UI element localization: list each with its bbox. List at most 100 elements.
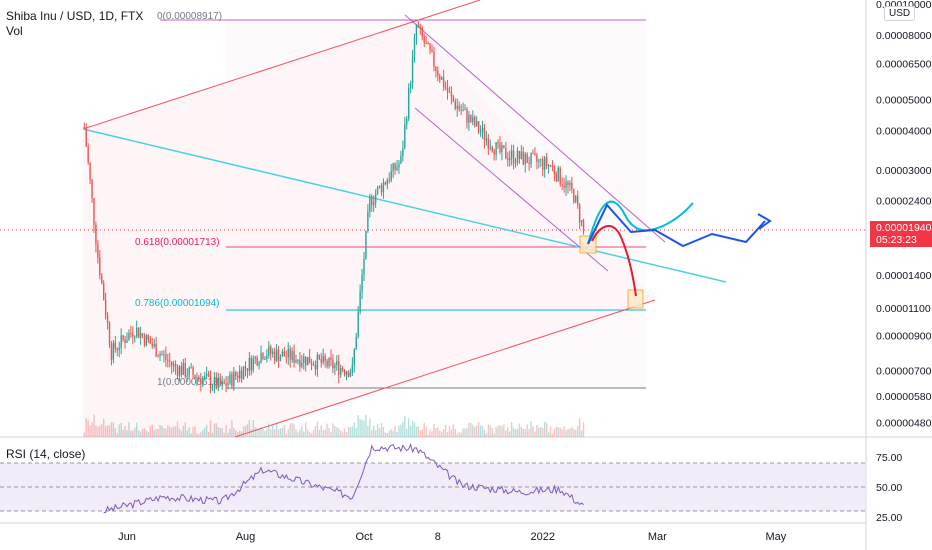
price-tick-label: 0.00010000 <box>876 0 932 11</box>
time-axis: Jun Aug Oct 8 2022 Mar May <box>118 531 787 543</box>
candle-body <box>477 121 480 132</box>
candle-body <box>407 87 410 119</box>
volume-bar <box>297 432 299 437</box>
volume-bar <box>470 422 472 437</box>
candle-body <box>423 36 425 44</box>
candle-body <box>101 275 103 284</box>
candle-body <box>114 342 117 350</box>
volume-bar <box>139 431 142 437</box>
candle-body <box>219 377 221 386</box>
candle-body <box>326 360 328 367</box>
volume-bar <box>458 431 460 437</box>
volume-bar <box>178 429 181 437</box>
volume-bar <box>110 422 113 437</box>
volume-bar <box>221 428 223 437</box>
volume-bar <box>227 432 229 437</box>
volume-bar <box>244 425 247 437</box>
volume-bar <box>448 426 451 437</box>
candle-body <box>176 367 179 376</box>
volume-bar <box>435 428 437 437</box>
volume-bar <box>330 431 332 437</box>
candle-body <box>501 145 503 153</box>
candle-body <box>118 347 120 351</box>
volume-bar <box>112 422 115 437</box>
volume-bar <box>481 425 484 437</box>
candle-body <box>221 381 223 386</box>
candle-body <box>163 354 165 356</box>
candle-body <box>126 340 128 343</box>
volume-bar <box>376 423 379 437</box>
volume-bar <box>505 430 507 437</box>
time-tick-label: Oct <box>355 531 372 543</box>
time-tick-label: 2022 <box>530 531 554 543</box>
candle-body <box>580 220 583 223</box>
candle-body <box>301 362 303 367</box>
candle-body <box>534 153 536 155</box>
candle-body <box>250 358 253 371</box>
volume-bar <box>186 430 188 437</box>
candle-body <box>270 346 272 354</box>
volume-bar <box>134 427 136 437</box>
volume-bar <box>532 426 534 437</box>
price-tick-label: 0.00005000 <box>876 95 932 107</box>
candle-body <box>262 353 264 360</box>
candle-body <box>293 350 295 363</box>
volume-bar <box>293 424 295 437</box>
fib-level-1-label: 1(0.00000618) <box>157 377 222 388</box>
candle-body <box>538 160 540 162</box>
volume-bar <box>573 429 575 437</box>
candle-body <box>275 349 278 361</box>
price-tick-label: 0.00000700 <box>876 365 932 377</box>
candle-body <box>561 184 563 186</box>
rsi-tick-75: 75.00 <box>876 452 902 464</box>
volume-bar <box>225 424 227 437</box>
candle-body <box>237 375 239 379</box>
candle-body <box>429 43 431 51</box>
volume-bar <box>130 430 132 437</box>
candle-body <box>240 370 243 379</box>
volume-bar <box>400 424 402 437</box>
volume-bar <box>155 429 157 437</box>
volume-bar <box>176 421 179 437</box>
candle-body <box>198 377 200 379</box>
candle-body <box>124 339 126 343</box>
volume-bar <box>514 429 517 437</box>
volume-bar <box>371 429 373 437</box>
volume-bar <box>108 425 111 437</box>
volume-bar <box>145 430 148 437</box>
candle-body <box>575 195 577 203</box>
price-tick-label: 0.00000580 <box>876 391 932 403</box>
volume-bar <box>287 428 289 437</box>
candle-body <box>330 357 332 360</box>
candle-body <box>184 363 186 377</box>
candle-body <box>542 159 544 170</box>
candle-body <box>460 109 462 111</box>
currency-badge[interactable]: USD <box>884 6 916 21</box>
candle-body <box>283 351 286 357</box>
candle-body <box>378 185 381 188</box>
candle-body <box>256 357 258 366</box>
volume-bar <box>466 428 468 437</box>
candle-body <box>493 151 495 155</box>
volume-bar <box>351 426 354 437</box>
candle-body <box>227 382 229 386</box>
candle-body <box>159 354 161 357</box>
volume-bar <box>406 429 408 437</box>
candle-body <box>512 150 515 164</box>
candle-body <box>192 367 194 375</box>
volume-bar <box>258 428 260 437</box>
candle-body <box>421 27 423 37</box>
price-tick-label: 0.00001400 <box>876 270 932 282</box>
candle-body <box>452 96 455 102</box>
volume-bar <box>326 423 328 437</box>
volume-bar <box>93 414 95 437</box>
candle-body <box>392 163 394 171</box>
volume-bar <box>242 426 245 437</box>
volume-bar <box>301 426 303 437</box>
candle-body <box>99 257 101 276</box>
volume-bar <box>516 428 519 437</box>
candle-body <box>439 75 441 80</box>
candle-body <box>462 110 464 112</box>
candle-body <box>365 230 367 259</box>
volume-bar <box>495 427 497 437</box>
